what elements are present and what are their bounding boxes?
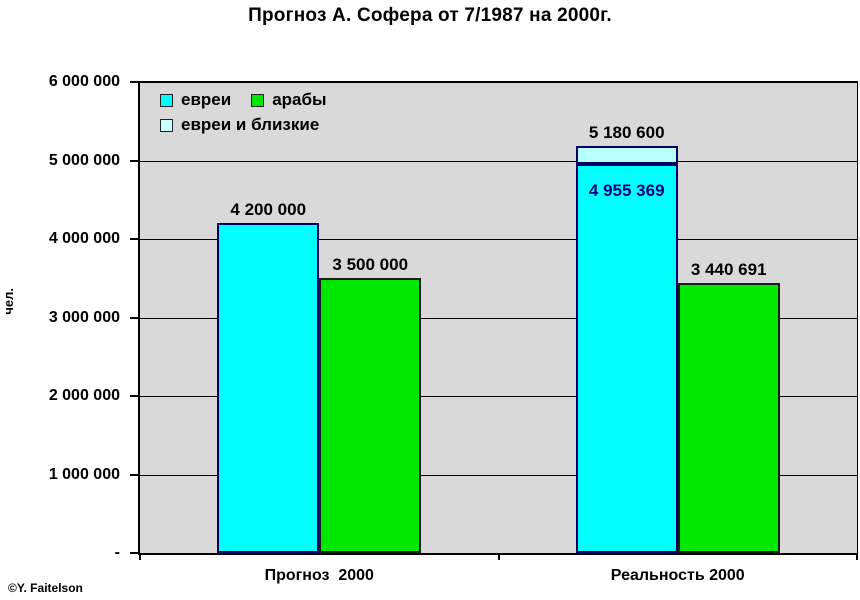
bar-arabs <box>677 282 780 553</box>
x-category-label: Прогноз 2000 <box>264 567 374 584</box>
y-tick-label: 6 000 000 <box>48 73 120 90</box>
y-tick-mark <box>130 238 140 240</box>
legend-swatch-arabs <box>251 93 265 107</box>
copyright: ©Y. Faitelson <box>8 581 83 595</box>
bar-value-label: 4 955 369 <box>588 181 665 200</box>
legend-item-jews: евреи <box>160 91 231 109</box>
y-tick-mark <box>130 159 140 162</box>
bar-jews <box>575 164 678 553</box>
y-tick-label: 1 000 000 <box>48 465 120 483</box>
bar-value-label: 3 440 691 <box>690 259 767 279</box>
legend-item-jews-and-close: евреи и близкие <box>160 116 319 134</box>
y-tick-mark <box>130 81 140 83</box>
bar-arabs <box>319 278 422 553</box>
gridline <box>140 317 857 319</box>
bar-value-label: 5 180 600 <box>588 123 665 143</box>
y-tick-mark <box>130 552 140 554</box>
legend: евреи арабы евреи и близкие <box>160 91 412 134</box>
y-tick-mark <box>130 316 140 319</box>
bar-value-label: 3 500 000 <box>332 255 409 275</box>
legend-swatch-jews-and-close <box>160 118 173 132</box>
y-tick-label: 4 000 000 <box>48 230 120 247</box>
x-tick-mark <box>497 553 500 560</box>
y-tick-mark <box>130 395 140 397</box>
bar-jews-and-close <box>575 146 678 164</box>
bar-jews <box>217 223 320 553</box>
gridline <box>140 396 857 397</box>
legend-label: арабы <box>272 90 327 109</box>
legend-label: евреи и близкие <box>181 115 320 134</box>
gridline <box>140 474 857 476</box>
bar-value-label: 4 200 000 <box>230 200 307 220</box>
chart-title: Прогноз А. Софера от 7/1987 на 2000г. <box>248 5 612 26</box>
x-tick-mark <box>856 553 858 560</box>
y-tick-mark <box>130 473 140 476</box>
y-tick-label: 5 000 000 <box>48 151 120 169</box>
y-tick-label: 2 000 000 <box>48 387 120 404</box>
y-tick-label: 3 000 000 <box>48 308 120 326</box>
legend-item-arabs: арабы <box>251 90 327 109</box>
x-tick-mark <box>139 553 141 560</box>
y-axis-labels: 6 000 000 5 000 000 4 000 000 3 000 000 2 00… <box>0 73 128 561</box>
gridline <box>140 82 857 83</box>
x-category-label: Реальность 2000 <box>610 567 745 584</box>
y-tick-label: - <box>114 544 120 561</box>
x-axis-labels: Прогноз 2000 Реальность 2000 <box>140 567 857 589</box>
legend-label: евреи <box>181 90 232 109</box>
plot-area: евреи арабы евреи и близкие 4 200 000 3 500… <box>130 81 858 560</box>
gridline <box>140 160 857 162</box>
gridline <box>140 239 857 240</box>
legend-swatch-jews <box>160 93 173 107</box>
